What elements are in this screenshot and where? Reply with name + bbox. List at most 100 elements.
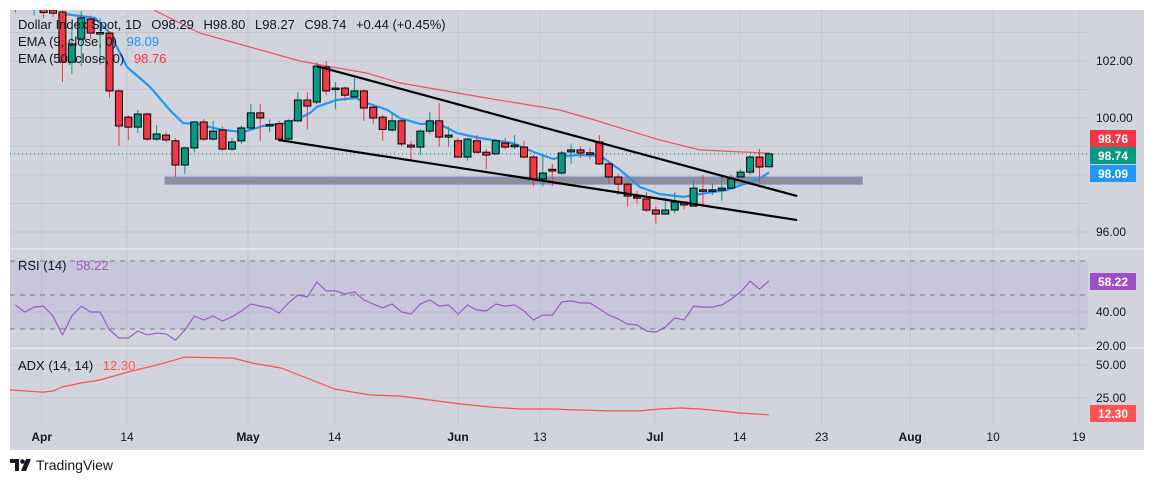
candle[interactable]: [764, 152, 773, 168]
candle[interactable]: [482, 149, 491, 170]
candle-body: [322, 66, 331, 92]
ema50-label[interactable]: EMA (50, close, 0): [18, 51, 125, 66]
candle[interactable]: [425, 112, 434, 134]
candle[interactable]: [67, 27, 76, 75]
candle[interactable]: [152, 125, 161, 141]
candle[interactable]: [708, 183, 717, 195]
candle[interactable]: [576, 146, 585, 158]
ema9-label[interactable]: EMA (9, close, 0): [18, 34, 117, 49]
candle[interactable]: [378, 115, 387, 141]
rsi-band: [10, 261, 1088, 329]
upper-trendline[interactable]: [316, 65, 798, 198]
candle[interactable]: [520, 140, 528, 158]
candle[interactable]: [237, 125, 246, 144]
rsi-line[interactable]: [14, 280, 770, 341]
symbol-label[interactable]: Dollar Index Spot, 1D: [18, 17, 142, 32]
candle[interactable]: [501, 137, 510, 150]
candle[interactable]: [21, 0, 28, 10]
candle-body: [171, 140, 180, 166]
candle[interactable]: [246, 103, 255, 130]
candle[interactable]: [265, 119, 274, 133]
candle[interactable]: [567, 143, 576, 164]
candle[interactable]: [133, 110, 142, 134]
candle[interactable]: [293, 92, 302, 123]
time-axis-label: Apr: [31, 430, 52, 444]
candle[interactable]: [209, 120, 218, 141]
candle-body: [369, 106, 378, 119]
candle[interactable]: [312, 62, 321, 105]
adx-label[interactable]: ADX (14, 14): [18, 358, 94, 373]
candle[interactable]: [124, 115, 133, 140]
candle[interactable]: [435, 102, 444, 147]
candle[interactable]: [416, 129, 425, 156]
adx-line[interactable]: [10, 356, 769, 416]
candle[interactable]: [86, 15, 95, 40]
candle[interactable]: [359, 89, 368, 121]
candle[interactable]: [491, 139, 500, 156]
candle[interactable]: [322, 61, 331, 96]
candle[interactable]: [642, 192, 651, 213]
candle[interactable]: [143, 112, 152, 141]
candle[interactable]: [341, 86, 350, 101]
candle-body: [661, 209, 670, 215]
candle[interactable]: [49, 7, 57, 17]
candle[interactable]: [755, 149, 764, 183]
candle[interactable]: [746, 155, 755, 175]
candle[interactable]: [397, 119, 406, 147]
lower-trendline[interactable]: [277, 138, 798, 222]
ema50-value: 98.76: [133, 51, 167, 66]
tradingview-logo[interactable]: TradingView: [10, 457, 113, 473]
candle[interactable]: [717, 175, 726, 201]
candle[interactable]: [633, 190, 642, 204]
price-badge-bg: [1090, 130, 1136, 147]
candle[interactable]: [105, 31, 114, 99]
candle[interactable]: [388, 112, 397, 133]
candle[interactable]: [463, 137, 472, 161]
candle[interactable]: [604, 160, 613, 184]
candle[interactable]: [114, 89, 123, 146]
candle[interactable]: [651, 206, 660, 224]
candle[interactable]: [557, 150, 566, 175]
candle[interactable]: [275, 120, 284, 141]
candle[interactable]: [218, 126, 227, 151]
candle[interactable]: [171, 137, 180, 177]
candle-body: [548, 168, 557, 172]
candle-body: [124, 116, 133, 128]
candle[interactable]: [331, 82, 340, 110]
candle[interactable]: [444, 126, 453, 147]
candle-body: [416, 130, 425, 148]
candle[interactable]: [227, 137, 236, 151]
candle[interactable]: [350, 78, 359, 99]
candle[interactable]: [736, 169, 745, 178]
adx-pane[interactable]: [10, 356, 769, 416]
candle[interactable]: [39, 0, 48, 19]
candle[interactable]: [31, 0, 38, 16]
candle[interactable]: [472, 135, 481, 154]
candle[interactable]: [199, 119, 208, 141]
price-pane[interactable]: [10, 0, 1088, 224]
candle[interactable]: [256, 103, 265, 141]
rsi-pane[interactable]: [10, 260, 1088, 341]
candle[interactable]: [284, 119, 293, 143]
candle[interactable]: [58, 8, 67, 83]
candle[interactable]: [585, 147, 594, 160]
candle[interactable]: [689, 180, 698, 207]
candle-body: [670, 201, 679, 211]
candle[interactable]: [454, 137, 463, 158]
time-axis-label: 23: [815, 430, 829, 444]
candle[interactable]: [96, 18, 105, 65]
ema50-line[interactable]: [140, 0, 769, 154]
candle-body: [49, 10, 57, 14]
candle[interactable]: [77, 11, 86, 67]
candle[interactable]: [698, 175, 707, 205]
candle[interactable]: [162, 132, 171, 143]
candle[interactable]: [303, 92, 312, 130]
candle[interactable]: [510, 135, 519, 150]
candle[interactable]: [180, 147, 189, 174]
rsi-label[interactable]: RSI (14): [18, 258, 67, 273]
candle[interactable]: [369, 105, 378, 124]
ema9-line[interactable]: [64, 12, 770, 199]
candle[interactable]: [406, 140, 415, 161]
candle[interactable]: [190, 120, 199, 153]
